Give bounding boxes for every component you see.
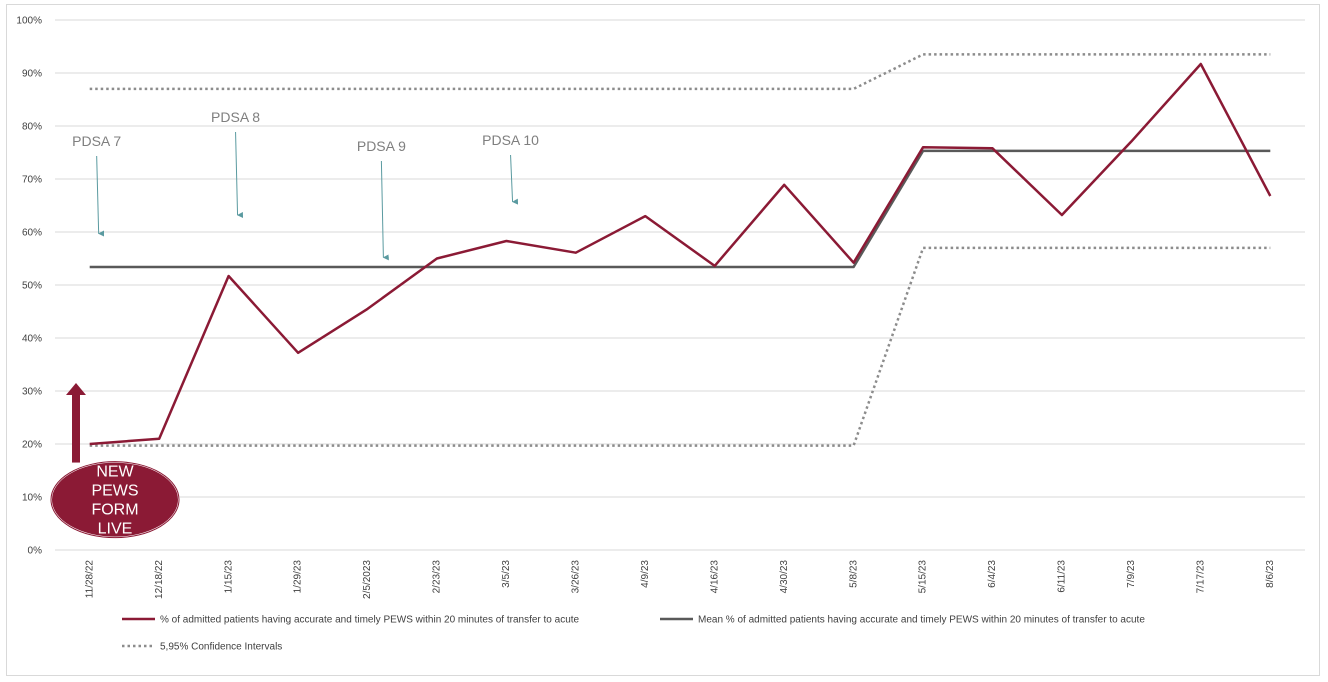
y-tick-label: 40% — [22, 334, 42, 345]
chart-frame — [6, 4, 1320, 676]
series-lines — [89, 53, 1272, 447]
pdsa-label: PDSA 9 — [357, 138, 406, 154]
callout-text-line: PEWS — [91, 483, 138, 500]
new-pews-form-callout: NEW PEWS FORM LIVE — [50, 383, 180, 539]
x-tick-label: 3/26/23 — [570, 560, 581, 594]
y-tick-label: 30% — [22, 387, 42, 398]
y-tick-label: 60% — [22, 228, 42, 239]
x-tick-label: 8/6/23 — [1265, 560, 1276, 588]
x-tick-label: 4/16/23 — [709, 560, 720, 594]
x-tick-label: 3/5/23 — [501, 560, 512, 588]
x-tick-label: 2/23/23 — [432, 560, 443, 594]
x-tick-label: 4/9/23 — [640, 560, 651, 588]
pdsa-label: PDSA 7 — [72, 133, 121, 149]
pdsa-arrow — [380, 160, 389, 261]
x-tick-label: 12/18/22 — [154, 560, 165, 599]
callout-text-line: NEW — [96, 464, 134, 481]
callout-arrowhead — [66, 383, 86, 396]
legend: % of admitted patients having accurate a… — [122, 615, 1145, 653]
pdsa-arrow — [235, 131, 244, 218]
callout-text-line: FORM — [91, 502, 138, 519]
y-tick-label: 90% — [22, 69, 42, 80]
series-line-pews-percent — [89, 62, 1272, 446]
x-tick-label: 7/9/23 — [1126, 560, 1137, 588]
callout-bubble-outline — [50, 461, 180, 539]
y-tick-label: 20% — [22, 440, 42, 451]
x-tick-label: 6/11/23 — [1057, 560, 1068, 593]
x-tick-label: 1/15/23 — [223, 560, 234, 594]
series-line-mean — [89, 149, 1271, 269]
x-tick-label: 6/4/23 — [987, 560, 998, 588]
pdsa-label: PDSA 10 — [482, 132, 539, 148]
x-tick-label: 7/17/23 — [1195, 560, 1206, 594]
y-tick-label: 70% — [22, 175, 42, 186]
series-line-upper-limit — [89, 53, 1271, 91]
legend-label: Mean % of admitted patients having accur… — [698, 615, 1145, 626]
x-tick-label: 2/5/2023 — [362, 560, 373, 599]
x-tick-label: 5/15/23 — [918, 560, 929, 594]
series-line-lower-limit — [89, 246, 1271, 447]
y-tick-label: 80% — [22, 122, 42, 133]
y-tick-label: 50% — [22, 281, 42, 292]
x-tick-label: 5/8/23 — [848, 560, 859, 588]
pdsa-arrow — [510, 154, 519, 205]
y-tick-label: 0% — [28, 546, 43, 557]
x-axis-tick-labels: 11/28/22 12/18/22 1/15/23 1/29/23 2/5/2023 2/… — [84, 560, 1276, 599]
callout-arrow-shaft — [72, 393, 80, 463]
x-tick-label: 4/30/23 — [779, 560, 790, 594]
y-axis-tick-labels: 0% 10% 20% 30% 40% 50% 60% 70% 80% 90% 100% — [16, 16, 42, 557]
legend-label: 5,95% Confidence Intervals — [160, 642, 282, 653]
pdsa-label: PDSA 8 — [211, 109, 260, 125]
callout-text-line: LIVE — [98, 521, 133, 538]
legend-label: % of admitted patients having accurate a… — [160, 615, 580, 626]
pdsa-arrow — [96, 155, 105, 237]
y-tick-label: 10% — [22, 493, 42, 504]
gridlines — [55, 19, 1305, 551]
pdsa-annotations: PDSA 7 PDSA 8 PDSA 9 PDSA 10 — [72, 109, 539, 261]
x-tick-label: 11/28/22 — [84, 560, 95, 599]
x-tick-label: 1/29/23 — [293, 560, 304, 594]
y-tick-label: 100% — [16, 16, 42, 27]
